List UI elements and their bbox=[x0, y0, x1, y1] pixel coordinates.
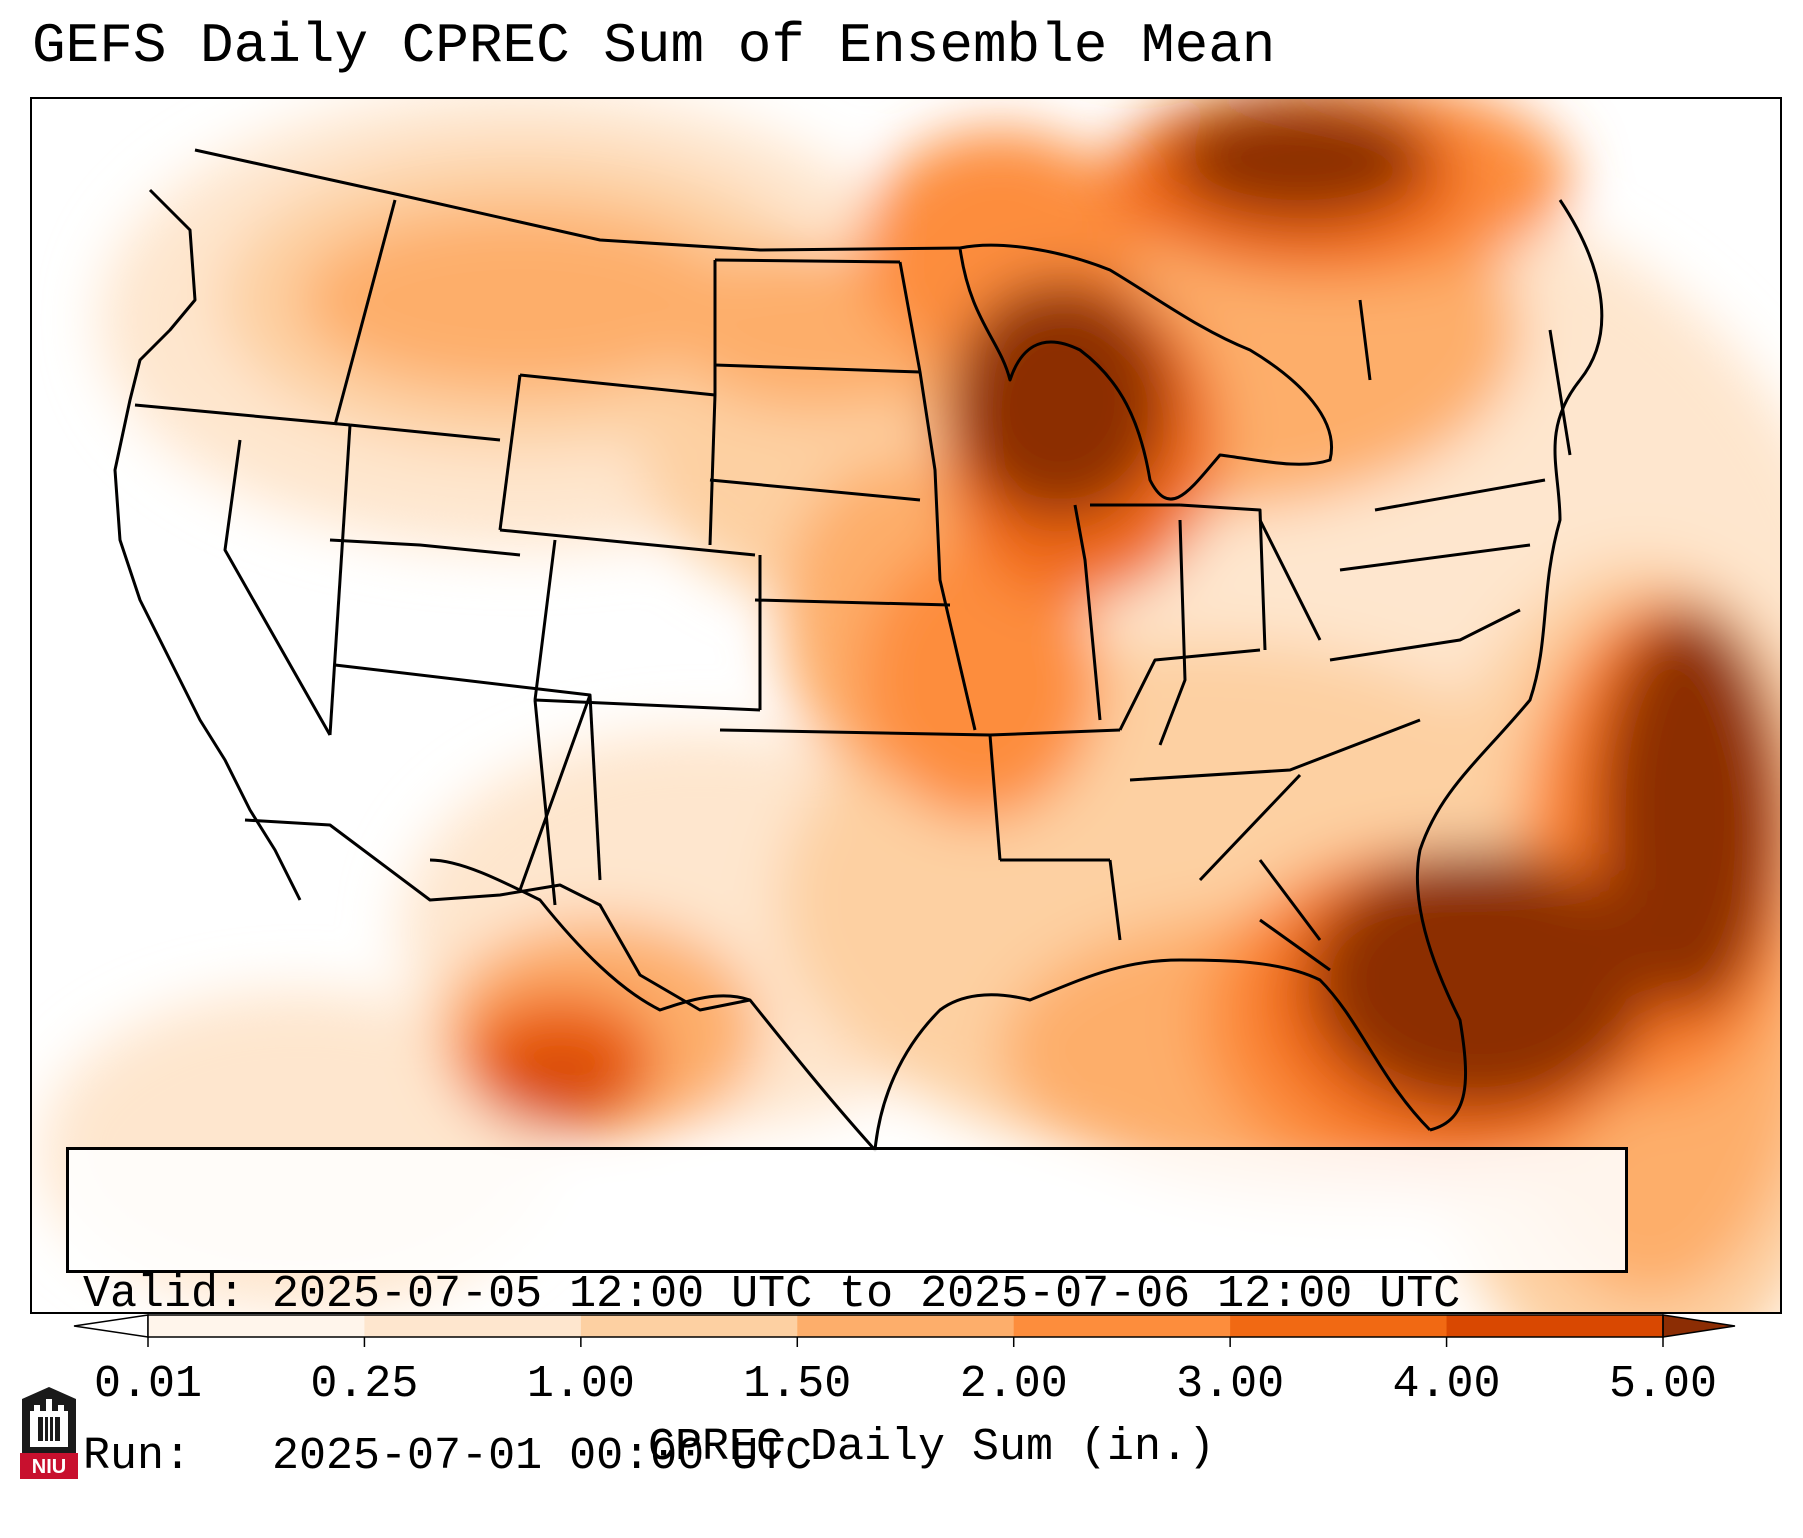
colorbar-tick-label: 1.00 bbox=[526, 1359, 635, 1410]
precip-blob bbox=[490, 1035, 630, 1125]
niu-logo-text: NIU bbox=[32, 1456, 66, 1478]
precip-blob bbox=[1170, 100, 1430, 220]
great-lakes-outline bbox=[958, 243, 1333, 501]
colorbar-frame bbox=[147, 1314, 1664, 1338]
precip-blob bbox=[1600, 610, 1780, 1010]
mexico-border-line bbox=[244, 818, 751, 1012]
colorbar-tick-label: 3.00 bbox=[1176, 1359, 1285, 1410]
university-tower-icon: NIU bbox=[20, 1387, 78, 1479]
niu-logo: NIU bbox=[20, 1385, 78, 1485]
state-boundaries bbox=[113, 148, 1604, 1152]
precip-field bbox=[31, 98, 1781, 1313]
colorbar-segment bbox=[1013, 1315, 1231, 1337]
precip-blob bbox=[1310, 850, 1650, 1110]
colorbar-label: CPREC Daily Sum (in.) bbox=[647, 1422, 1216, 1473]
colorbar-tick-label: 1.50 bbox=[743, 1359, 852, 1410]
gulf-coast-line bbox=[429, 858, 1432, 1152]
colorbar bbox=[73, 1314, 1736, 1347]
valid-time-text: Valid: 2025-07-05 12:00 UTC to 2025-07-0… bbox=[83, 1269, 1461, 1320]
info-box: Valid: 2025-07-05 12:00 UTC to 2025-07-0… bbox=[66, 1147, 1628, 1482]
west-coast-line bbox=[113, 188, 302, 901]
precip-blob bbox=[950, 280, 1170, 520]
colorbar-tick-label: 0.25 bbox=[310, 1359, 419, 1410]
colorbar-over-extension bbox=[1662, 1314, 1736, 1338]
run-time-text: Run: 2025-07-01 00:00 UTC bbox=[83, 1431, 813, 1482]
colorbar-tick-label: 5.00 bbox=[1608, 1359, 1718, 1410]
east-coast-line bbox=[1415, 199, 1604, 1132]
colorbar-segment bbox=[1446, 1315, 1664, 1337]
colorbar-tick-label: 4.00 bbox=[1392, 1359, 1501, 1410]
colorbar-segment bbox=[580, 1315, 798, 1337]
canada-border-line bbox=[194, 148, 961, 252]
colorbar-segment bbox=[148, 1315, 365, 1337]
colorbar-segment bbox=[1230, 1315, 1448, 1337]
colorbar-segment bbox=[364, 1315, 582, 1337]
map-title: GEFS Daily CPREC Sum of Ensemble Mean bbox=[32, 14, 1276, 78]
precipitation-map bbox=[30, 97, 1782, 1347]
colorbar-tick-label: 2.00 bbox=[959, 1359, 1068, 1410]
colorbar-segment bbox=[797, 1315, 1015, 1337]
map-frame bbox=[30, 97, 1782, 1314]
colorbar-tick-label: 0.01 bbox=[93, 1359, 203, 1410]
precip-blob bbox=[300, 210, 740, 390]
precip-blob bbox=[860, 540, 1100, 820]
